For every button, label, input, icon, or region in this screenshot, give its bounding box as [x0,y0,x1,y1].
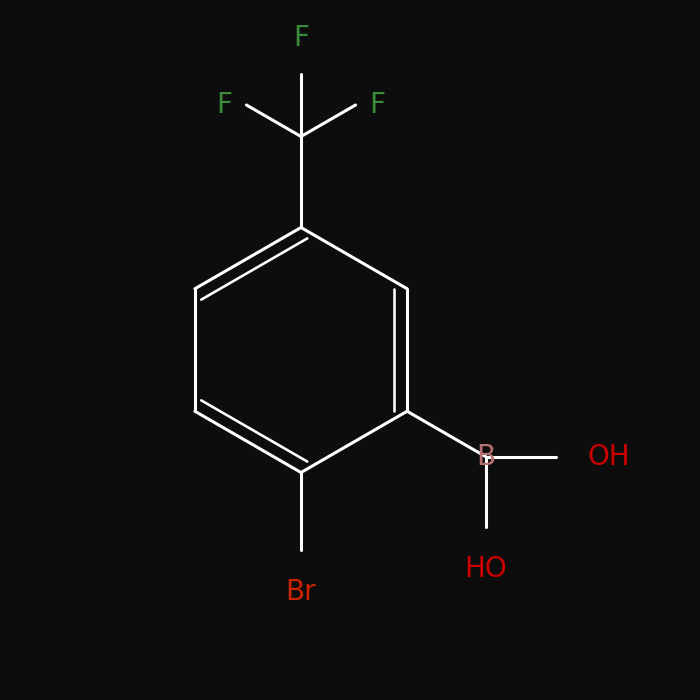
Text: F: F [293,25,309,52]
Text: Br: Br [286,578,316,606]
Text: B: B [476,443,496,471]
Text: F: F [216,91,232,119]
Text: HO: HO [465,555,508,583]
Text: F: F [370,91,386,119]
Text: OH: OH [587,443,630,471]
